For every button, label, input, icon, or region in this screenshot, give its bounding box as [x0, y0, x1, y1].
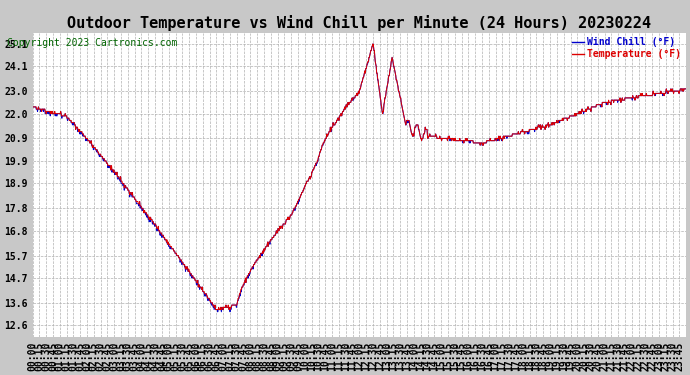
Wind Chill (°F) [247, 267, 255, 271]
Line: Wind Chill (°F): Wind Chill (°F) [32, 44, 686, 312]
Temperature (°F) [247, 267, 255, 271]
Wind Chill (°F) [369, 42, 377, 46]
Wind Chill (°F) [28, 105, 37, 109]
Temperature (°F) [547, 123, 555, 127]
Temperature (°F) [462, 138, 471, 143]
Temperature (°F) [211, 308, 219, 312]
Temperature (°F) [158, 233, 166, 237]
Temperature (°F) [682, 87, 690, 91]
Temperature (°F) [174, 253, 182, 258]
Wind Chill (°F) [682, 87, 690, 91]
Wind Chill (°F) [462, 138, 471, 143]
Title: Outdoor Temperature vs Wind Chill per Minute (24 Hours) 20230224: Outdoor Temperature vs Wind Chill per Mi… [67, 15, 651, 32]
Wind Chill (°F) [605, 100, 613, 105]
Line: Temperature (°F): Temperature (°F) [32, 44, 686, 310]
Wind Chill (°F) [174, 253, 182, 258]
Wind Chill (°F) [214, 310, 222, 314]
Temperature (°F) [605, 100, 613, 105]
Temperature (°F) [369, 42, 377, 46]
Wind Chill (°F) [158, 235, 166, 240]
Wind Chill (°F) [547, 123, 555, 127]
Text: Copyright 2023 Cartronics.com: Copyright 2023 Cartronics.com [7, 38, 177, 48]
Temperature (°F) [28, 105, 37, 109]
Legend: Wind Chill (°F), Temperature (°F): Wind Chill (°F), Temperature (°F) [573, 38, 681, 59]
